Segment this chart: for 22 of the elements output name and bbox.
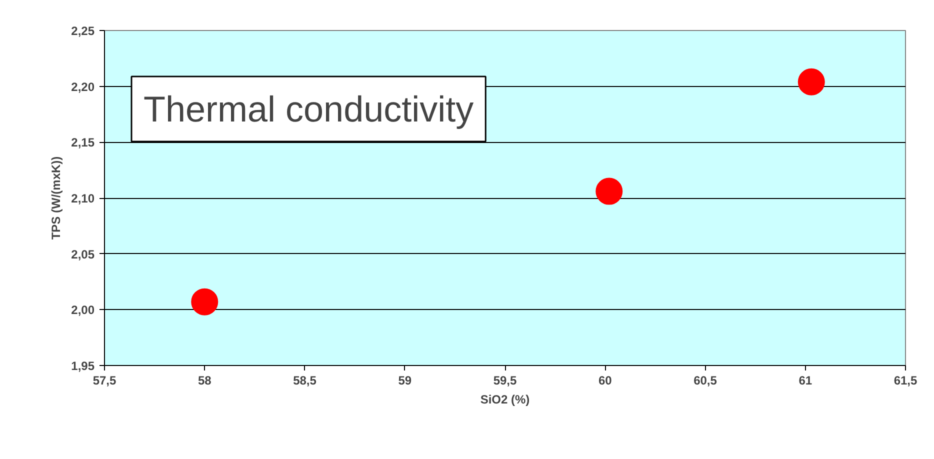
y-tick-label: 2,25 (71, 24, 95, 38)
x-axis-title: SiO2 (%) (480, 392, 530, 406)
y-tick-label: 2,15 (71, 136, 95, 150)
y-axis-title: TPS (W/(mxK)) (49, 156, 64, 240)
x-tick-label: 60,5 (694, 374, 718, 388)
y-tick-label: 2,20 (71, 80, 95, 94)
point (596, 178, 623, 205)
x-tick-label: 61,5 (894, 374, 918, 388)
y-tick-label: 2,00 (71, 303, 95, 318)
text: Thermal conductivity (144, 88, 474, 130)
x-tick-label: 59 (398, 374, 412, 388)
y-tick-label: 1,95 (71, 359, 95, 373)
x-tick-label: 57,5 (92, 374, 117, 388)
y-tick-label: 2,05 (71, 247, 95, 262)
x-tick-label: 58 (198, 374, 212, 388)
x-tick-label: 60 (598, 374, 612, 388)
point (798, 68, 825, 96)
y-tick-label: 2,10 (71, 192, 95, 206)
x-tick-label: 61 (798, 374, 812, 388)
point (191, 288, 218, 316)
x-tick-label: 59,5 (493, 374, 518, 388)
x-tick-label: 58,5 (293, 374, 317, 388)
